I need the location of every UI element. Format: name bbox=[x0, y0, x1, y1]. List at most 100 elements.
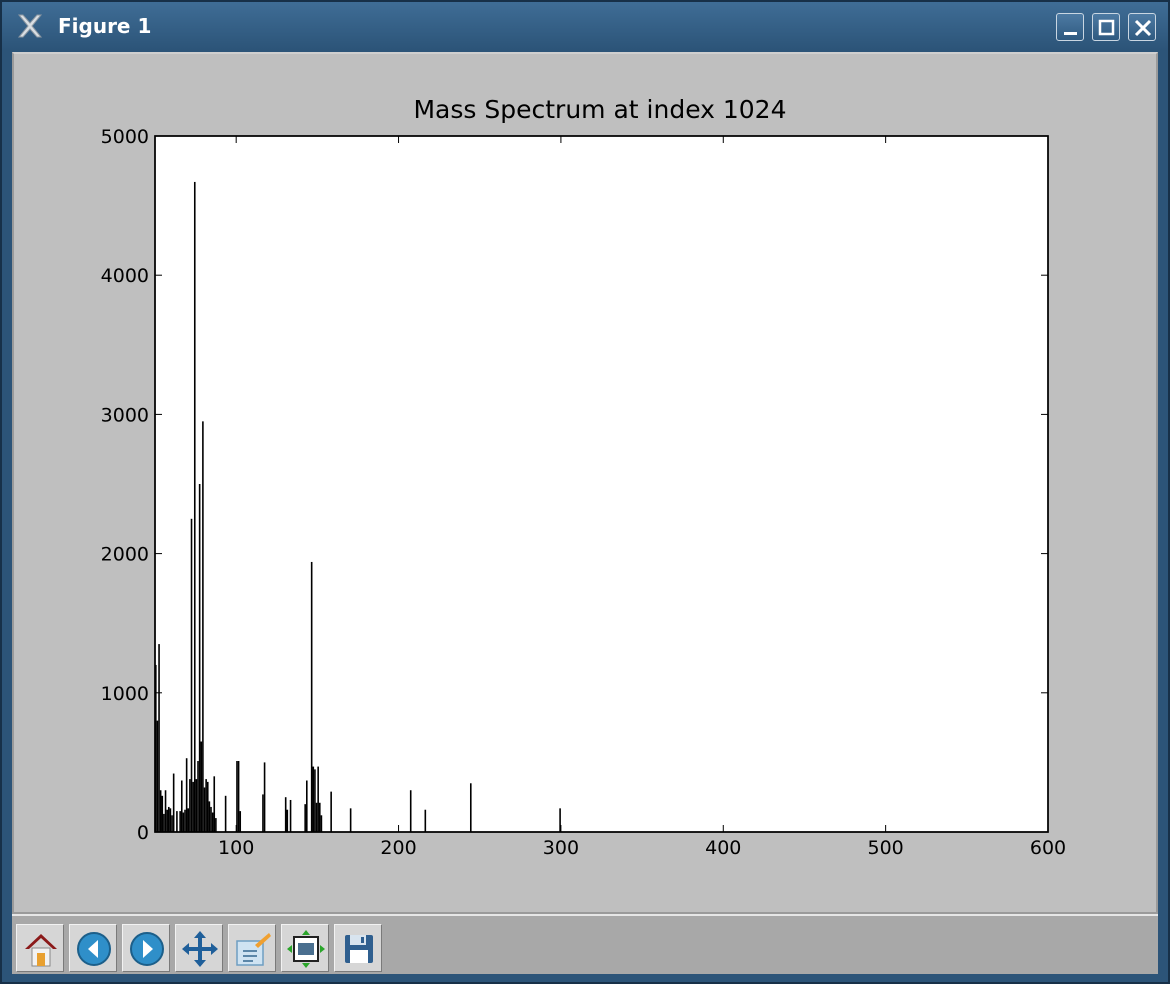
spectrum-bar bbox=[318, 802, 321, 832]
spectrum-bar bbox=[159, 790, 162, 832]
spectrum-bar bbox=[166, 809, 168, 832]
spectrum-bar bbox=[155, 664, 157, 832]
spectrum-bar bbox=[469, 783, 472, 832]
spectrum-bar bbox=[409, 790, 412, 832]
spectrum-bar bbox=[315, 802, 318, 832]
spectrum-bar bbox=[284, 797, 287, 832]
spectrum-bar bbox=[289, 799, 292, 832]
x-tick-label: 500 bbox=[868, 837, 904, 859]
spectrum-bar bbox=[210, 806, 212, 832]
figure-canvas[interactable]: Mass Spectrum at index 1024 100 200 300 400… bbox=[12, 52, 1158, 914]
y-tick-label: 1000 bbox=[101, 683, 149, 705]
spectrum-bar bbox=[192, 781, 194, 832]
spectrum-bar bbox=[286, 809, 289, 832]
spectrum-bar bbox=[184, 809, 186, 832]
spectrum-bar bbox=[263, 762, 266, 832]
minimize-icon bbox=[1064, 32, 1077, 35]
x-tick-label: 400 bbox=[705, 837, 741, 859]
pan-button[interactable] bbox=[175, 924, 223, 972]
spectrum-bar bbox=[161, 795, 164, 832]
spectrum-bar bbox=[213, 776, 216, 832]
plot-area bbox=[154, 135, 1049, 833]
plot-frame bbox=[154, 135, 1049, 833]
spectrum-bar bbox=[224, 795, 227, 832]
maximize-button[interactable] bbox=[1092, 13, 1120, 41]
spectrum-bar bbox=[185, 758, 188, 832]
spectrum-bar bbox=[306, 780, 308, 832]
mass-spectrum-chart: Mass Spectrum at index 1024 100 200 300 400… bbox=[101, 95, 1066, 859]
spectrum-bar bbox=[167, 806, 170, 832]
subplots-config-icon bbox=[287, 930, 325, 968]
spectrum-bar bbox=[190, 518, 193, 832]
spectrum-bar bbox=[215, 818, 217, 832]
spectrum-bar bbox=[304, 804, 306, 832]
y-tick-label: 5000 bbox=[101, 126, 149, 148]
spectrum-bar bbox=[330, 791, 332, 832]
zoom-button[interactable] bbox=[228, 924, 276, 972]
spectrum-bar bbox=[189, 779, 191, 832]
spectrum-bar bbox=[205, 779, 207, 832]
move-arrows-icon bbox=[182, 931, 218, 967]
spectrum-bar bbox=[176, 811, 178, 832]
spectrum-bar bbox=[197, 761, 199, 832]
spectrum-bar bbox=[314, 769, 316, 832]
forward-button[interactable] bbox=[122, 924, 170, 972]
spectrum-bar bbox=[180, 780, 183, 832]
spectrum-bar bbox=[179, 811, 181, 832]
spectrum-bar bbox=[193, 181, 196, 832]
spectrum-bar bbox=[182, 812, 185, 832]
spectrum-bar bbox=[239, 811, 242, 832]
navigation-toolbar bbox=[12, 914, 1158, 974]
spectrum-bar bbox=[349, 808, 352, 832]
close-icon bbox=[1134, 19, 1152, 37]
spectrum-bar bbox=[203, 787, 206, 832]
spectrum-bar bbox=[317, 766, 319, 832]
spectrum-bar bbox=[559, 808, 561, 832]
chart-title: Mass Spectrum at index 1024 bbox=[413, 95, 786, 124]
y-tick-label: 0 bbox=[137, 822, 149, 844]
spectrum-bar bbox=[206, 781, 209, 832]
y-tick-label: 3000 bbox=[101, 404, 149, 426]
x-logo-icon bbox=[17, 14, 43, 38]
spectrum-bar bbox=[164, 790, 167, 832]
floppy-disk-icon bbox=[345, 935, 373, 963]
subplots-button[interactable] bbox=[281, 924, 329, 972]
bar-series bbox=[155, 181, 561, 832]
x-tick-label: 600 bbox=[1030, 837, 1066, 859]
spectrum-bar bbox=[202, 421, 204, 832]
spectrum-bar bbox=[198, 484, 201, 832]
spectrum-bar bbox=[158, 644, 160, 832]
forward-arrow-icon bbox=[130, 932, 164, 966]
title-bar[interactable]: Figure 1 bbox=[2, 2, 1168, 50]
axis-ticks: 100 200 300 400 500 600 0 1000 2000 3000 4000 5000 bbox=[101, 126, 1066, 859]
spectrum-bar bbox=[172, 773, 175, 832]
maximize-icon bbox=[1098, 19, 1115, 36]
spectrum-bar bbox=[236, 761, 238, 832]
spectrum-bar bbox=[156, 720, 159, 832]
spectrum-bar bbox=[169, 808, 172, 832]
minimize-button[interactable] bbox=[1056, 13, 1084, 41]
back-button[interactable] bbox=[69, 924, 117, 972]
x-tick-label: 200 bbox=[380, 837, 416, 859]
spectrum-bar bbox=[163, 813, 165, 832]
spectrum-bar bbox=[424, 809, 427, 832]
save-button[interactable] bbox=[334, 924, 382, 972]
spectrum-bar bbox=[211, 812, 214, 832]
spectrum-bar bbox=[237, 761, 240, 832]
spectrum-bar bbox=[312, 766, 315, 832]
spectrum-bar bbox=[262, 794, 264, 832]
close-button[interactable] bbox=[1128, 13, 1156, 41]
spectrum-bar bbox=[171, 815, 173, 832]
y-tick-label: 4000 bbox=[101, 265, 149, 287]
x-tick-label: 100 bbox=[218, 837, 254, 859]
home-button[interactable] bbox=[16, 924, 64, 972]
spectrum-bar bbox=[187, 808, 190, 832]
home-icon bbox=[25, 934, 57, 967]
spectrum-bar bbox=[310, 561, 313, 832]
spectrum-bar bbox=[195, 779, 198, 832]
y-tick-label: 2000 bbox=[101, 544, 149, 566]
spectrum-bar bbox=[208, 801, 211, 832]
zoom-rect-icon bbox=[236, 933, 271, 966]
spectrum-bar bbox=[200, 741, 203, 832]
